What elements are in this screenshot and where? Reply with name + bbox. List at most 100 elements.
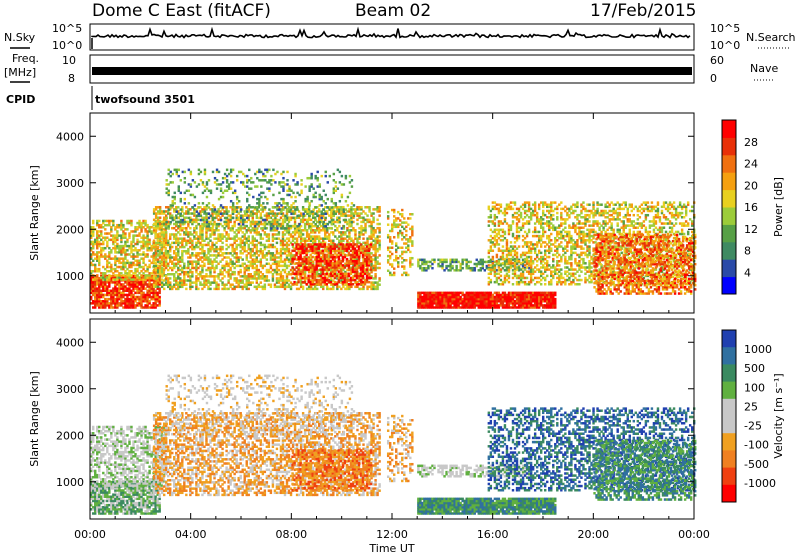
power-echo-cell bbox=[164, 222, 168, 226]
power-echo-cell bbox=[150, 297, 153, 301]
power-echo-cell bbox=[94, 265, 97, 269]
power-echo-cell bbox=[242, 181, 245, 184]
power-echo-cell bbox=[104, 236, 107, 239]
power-echo-cell bbox=[112, 267, 115, 271]
power-echo-cell bbox=[247, 235, 250, 238]
power-echo-cell bbox=[116, 306, 119, 309]
power-echo-cell bbox=[156, 287, 159, 290]
power-echo-cell bbox=[92, 276, 95, 280]
power-echo-cell bbox=[108, 251, 111, 254]
power-echo-cell bbox=[138, 287, 141, 290]
power-echo-cell bbox=[314, 195, 317, 199]
power-echo-cell bbox=[179, 264, 182, 268]
power-echo-cell bbox=[219, 187, 223, 190]
power-echo-cell bbox=[162, 260, 166, 263]
power-echo-cell bbox=[181, 260, 184, 263]
power-echo-cell bbox=[90, 295, 93, 299]
power-echo-cell bbox=[100, 283, 103, 286]
power-echo-cell bbox=[92, 281, 95, 284]
power-echo-cell bbox=[106, 219, 109, 223]
power-echo-cell bbox=[350, 185, 354, 188]
power-echo-cell bbox=[96, 242, 99, 246]
power-echo-cell bbox=[187, 241, 190, 245]
power-echo-cell bbox=[197, 202, 201, 205]
power-echo-cell bbox=[154, 304, 157, 307]
power-echo-cell bbox=[191, 266, 194, 270]
power-echo-cell bbox=[185, 270, 188, 274]
power-echo-cell bbox=[164, 277, 168, 280]
power-echo-cell bbox=[369, 243, 373, 246]
power-echo-cell bbox=[134, 234, 137, 237]
power-echo-cell bbox=[142, 242, 145, 246]
power-echo-cell bbox=[110, 291, 113, 295]
power-echo-cell bbox=[122, 230, 125, 233]
power-echo-cell bbox=[167, 254, 170, 257]
power-echo-cell bbox=[132, 287, 135, 290]
power-echo-cell bbox=[150, 276, 153, 280]
power-echo-cell bbox=[94, 253, 97, 256]
power-echo-cell bbox=[134, 272, 137, 275]
power-echo-cell bbox=[126, 274, 129, 277]
power-echo-cell bbox=[146, 246, 149, 250]
power-echo-cell bbox=[142, 299, 145, 303]
power-echo-cell bbox=[411, 225, 414, 229]
date-title: 17/Feb/2015 bbox=[590, 1, 696, 21]
power-echo-cell bbox=[189, 216, 192, 219]
power-echo-cell bbox=[154, 289, 157, 293]
power-echo-cell bbox=[130, 304, 133, 307]
power-echo-cell bbox=[167, 243, 170, 247]
power-echo-cell bbox=[146, 269, 149, 273]
power-echo-cell bbox=[144, 240, 147, 244]
power-echo-cell bbox=[154, 272, 157, 275]
power-echo-cell bbox=[146, 249, 149, 252]
power-echo-cell bbox=[138, 299, 141, 303]
power-echo-cell bbox=[128, 276, 131, 279]
power-echo-cell bbox=[122, 236, 125, 239]
power-echo-cell bbox=[96, 302, 99, 305]
power-echo-cell bbox=[136, 274, 139, 277]
power-echo-cell bbox=[156, 210, 160, 213]
power-echo-cell bbox=[130, 283, 133, 286]
power-echo-cell bbox=[177, 275, 180, 278]
power-echo-cell bbox=[187, 264, 190, 268]
power-echo-cell bbox=[104, 306, 107, 309]
power-echo-cell bbox=[126, 253, 129, 256]
power-echo-cell bbox=[369, 276, 373, 280]
power-echo-cell bbox=[118, 293, 121, 297]
power-echo-cell bbox=[181, 285, 184, 289]
power-echo-cell bbox=[390, 240, 394, 243]
power-echo-cell bbox=[187, 260, 190, 263]
power-echo-cell bbox=[142, 251, 145, 254]
power-echo-cell bbox=[136, 226, 139, 229]
power-echo-cell bbox=[100, 302, 103, 305]
power-echo-cell bbox=[154, 252, 158, 255]
power-echo-cell bbox=[268, 168, 271, 172]
power-echo-cell bbox=[116, 257, 119, 260]
power-echo-cell bbox=[128, 234, 131, 237]
power-echo-cell bbox=[102, 281, 105, 284]
power-echo-cell bbox=[136, 255, 139, 258]
power-echo-cell bbox=[164, 246, 167, 250]
power-echo-cell bbox=[124, 244, 127, 248]
power-echo-cell bbox=[183, 233, 186, 236]
power-echo-cell bbox=[241, 258, 244, 261]
power-echo-cell bbox=[92, 291, 95, 295]
power-echo-cell bbox=[94, 291, 97, 295]
power-echo-cell bbox=[177, 206, 180, 209]
power-echo-cell bbox=[286, 202, 289, 205]
power-echo-cell bbox=[154, 285, 158, 289]
power-echo-cell bbox=[116, 287, 119, 290]
power-echo-cell bbox=[102, 265, 105, 269]
power-echo-cell bbox=[177, 277, 180, 280]
power-echo-cell bbox=[94, 295, 97, 299]
power-echo-cell bbox=[181, 249, 184, 253]
power-echo-cell bbox=[158, 276, 161, 279]
power-echo-cell bbox=[130, 219, 133, 223]
power-echo-cell bbox=[191, 254, 194, 257]
power-echo-cell bbox=[130, 249, 133, 252]
noise-bottom-tick: 10^0 bbox=[52, 39, 82, 52]
power-echo-cell bbox=[94, 278, 97, 281]
power-echo-cell bbox=[104, 304, 107, 307]
power-echo-cell bbox=[92, 278, 95, 281]
power-echo-cell bbox=[185, 283, 188, 286]
